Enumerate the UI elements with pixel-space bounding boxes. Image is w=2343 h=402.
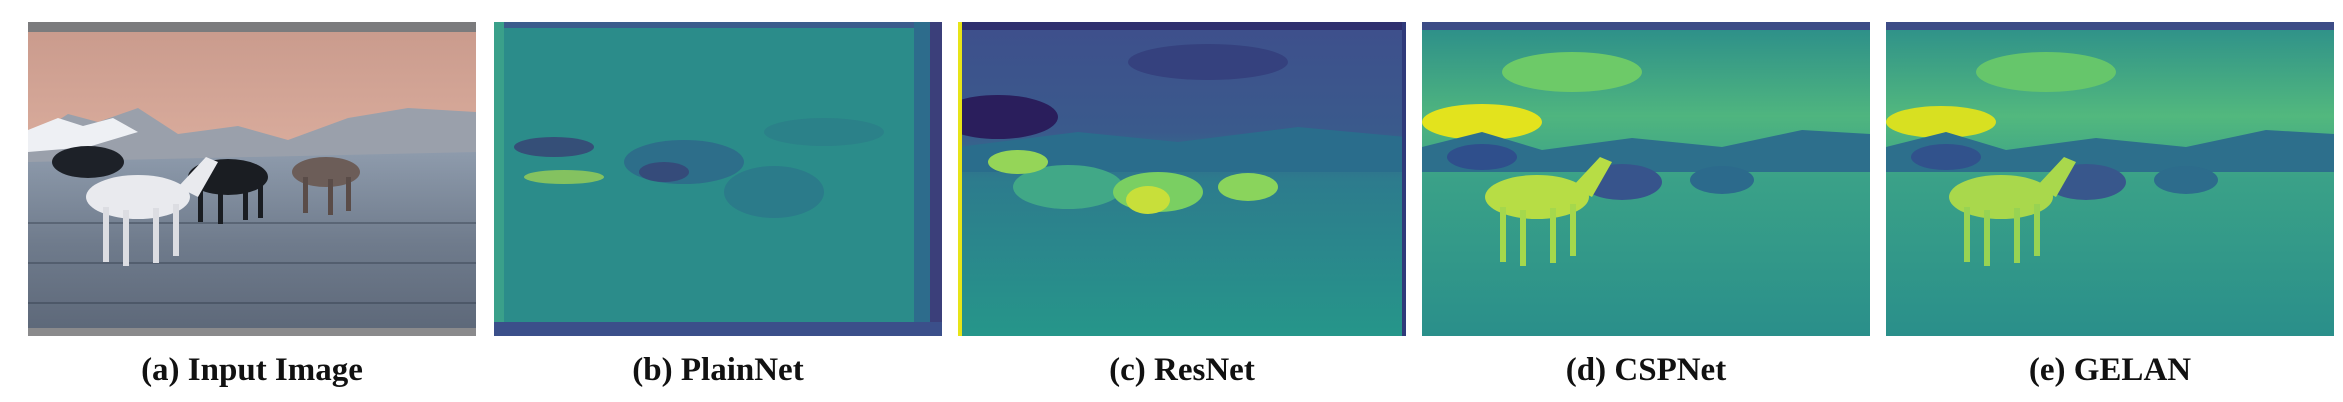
input-image-photo (28, 22, 476, 336)
cspnet-feature-map (1422, 22, 1870, 336)
caption-input-image: (a) Input Image (141, 352, 363, 388)
plainnet-feature-map-panel (494, 22, 942, 336)
caption-plainnet: (b) PlainNet (632, 352, 804, 388)
resnet-feature-map (958, 22, 1406, 336)
plainnet-feature-map (494, 22, 942, 336)
gelan-feature-map (1886, 22, 2334, 336)
caption-gelan: (e) GELAN (2028, 352, 2192, 388)
input-image-panel (28, 22, 476, 336)
caption-resnet: (c) ResNet (1109, 352, 1255, 388)
caption-cspnet: (d) CSPNet (1565, 352, 1727, 388)
resnet-feature-map-panel (958, 22, 1406, 336)
gelan-feature-map-panel (1886, 22, 2334, 336)
cspnet-feature-map-panel (1422, 22, 1870, 336)
